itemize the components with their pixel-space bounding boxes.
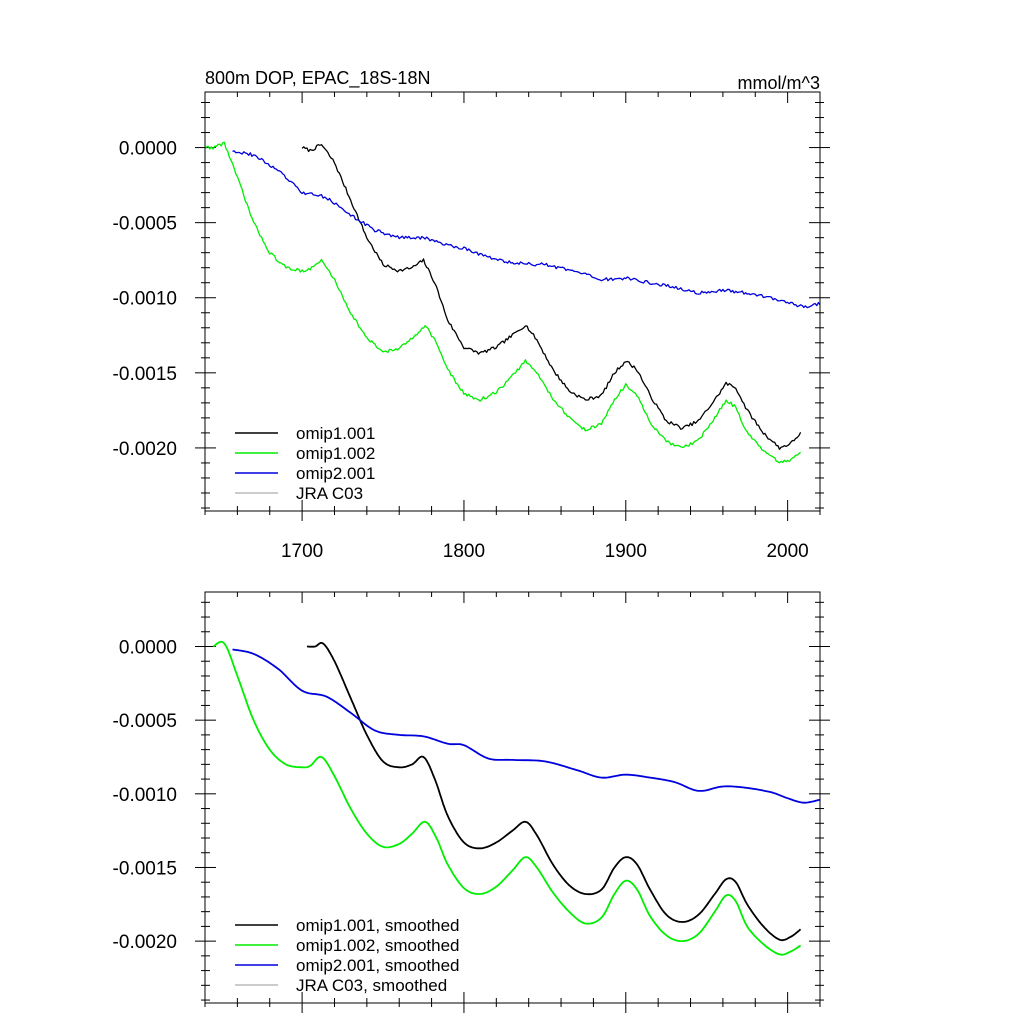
y-tick-label: -0.0020	[113, 932, 177, 953]
legend-label: JRA C03, smoothed	[296, 976, 447, 995]
y-tick-label: -0.0015	[113, 364, 177, 385]
legend-label: omip2.001	[296, 464, 375, 483]
series-line-1	[306, 642, 802, 942]
x-tick-label: 1800	[443, 541, 485, 562]
series-line-2	[205, 141, 802, 464]
series-line-1	[301, 144, 802, 450]
legend-label: omip1.002	[296, 444, 375, 463]
series-line-3	[232, 150, 820, 309]
top-panel: 800m DOP, EPAC_18S-18N mmol/m^3 0.0000 -0.0…	[113, 68, 830, 562]
series-group	[205, 141, 820, 464]
legend-label: omip1.001	[296, 424, 375, 443]
legend-label: omip2.001, smoothed	[296, 956, 460, 975]
y-tick-label: -0.0010	[113, 289, 177, 310]
chart-title: 800m DOP, EPAC_18S-18N	[205, 68, 430, 89]
legend-label: omip1.002, smoothed	[296, 936, 460, 955]
x-tick-label: 1700	[281, 541, 323, 562]
y-tick-label: -0.0010	[113, 785, 177, 806]
series-line-3	[232, 648, 820, 804]
y-tick-label: 0.0000	[119, 139, 177, 160]
bottom-panel: 0.0000 -0.0005 -0.0010 -0.0015 -0.0020 omip1.…	[113, 591, 830, 1013]
series-group	[212, 641, 820, 956]
units-label: mmol/m^3	[738, 73, 820, 93]
axis-ticks	[195, 592, 830, 1013]
legend-label: omip1.001, smoothed	[296, 916, 460, 935]
legend-label: JRA C03	[296, 484, 363, 503]
axis-ticks	[195, 92, 830, 521]
series-line-2	[212, 641, 802, 956]
plot-frame	[204, 591, 821, 1004]
x-tick-label: 1900	[605, 541, 647, 562]
plot-frame	[204, 91, 821, 512]
y-tick-label: 0.0000	[119, 638, 177, 659]
y-tick-label: -0.0020	[113, 439, 177, 460]
y-tick-label: -0.0005	[113, 214, 177, 235]
x-tick-label: 2000	[766, 541, 808, 562]
y-tick-label: -0.0015	[113, 858, 177, 879]
y-tick-label: -0.0005	[113, 711, 177, 732]
